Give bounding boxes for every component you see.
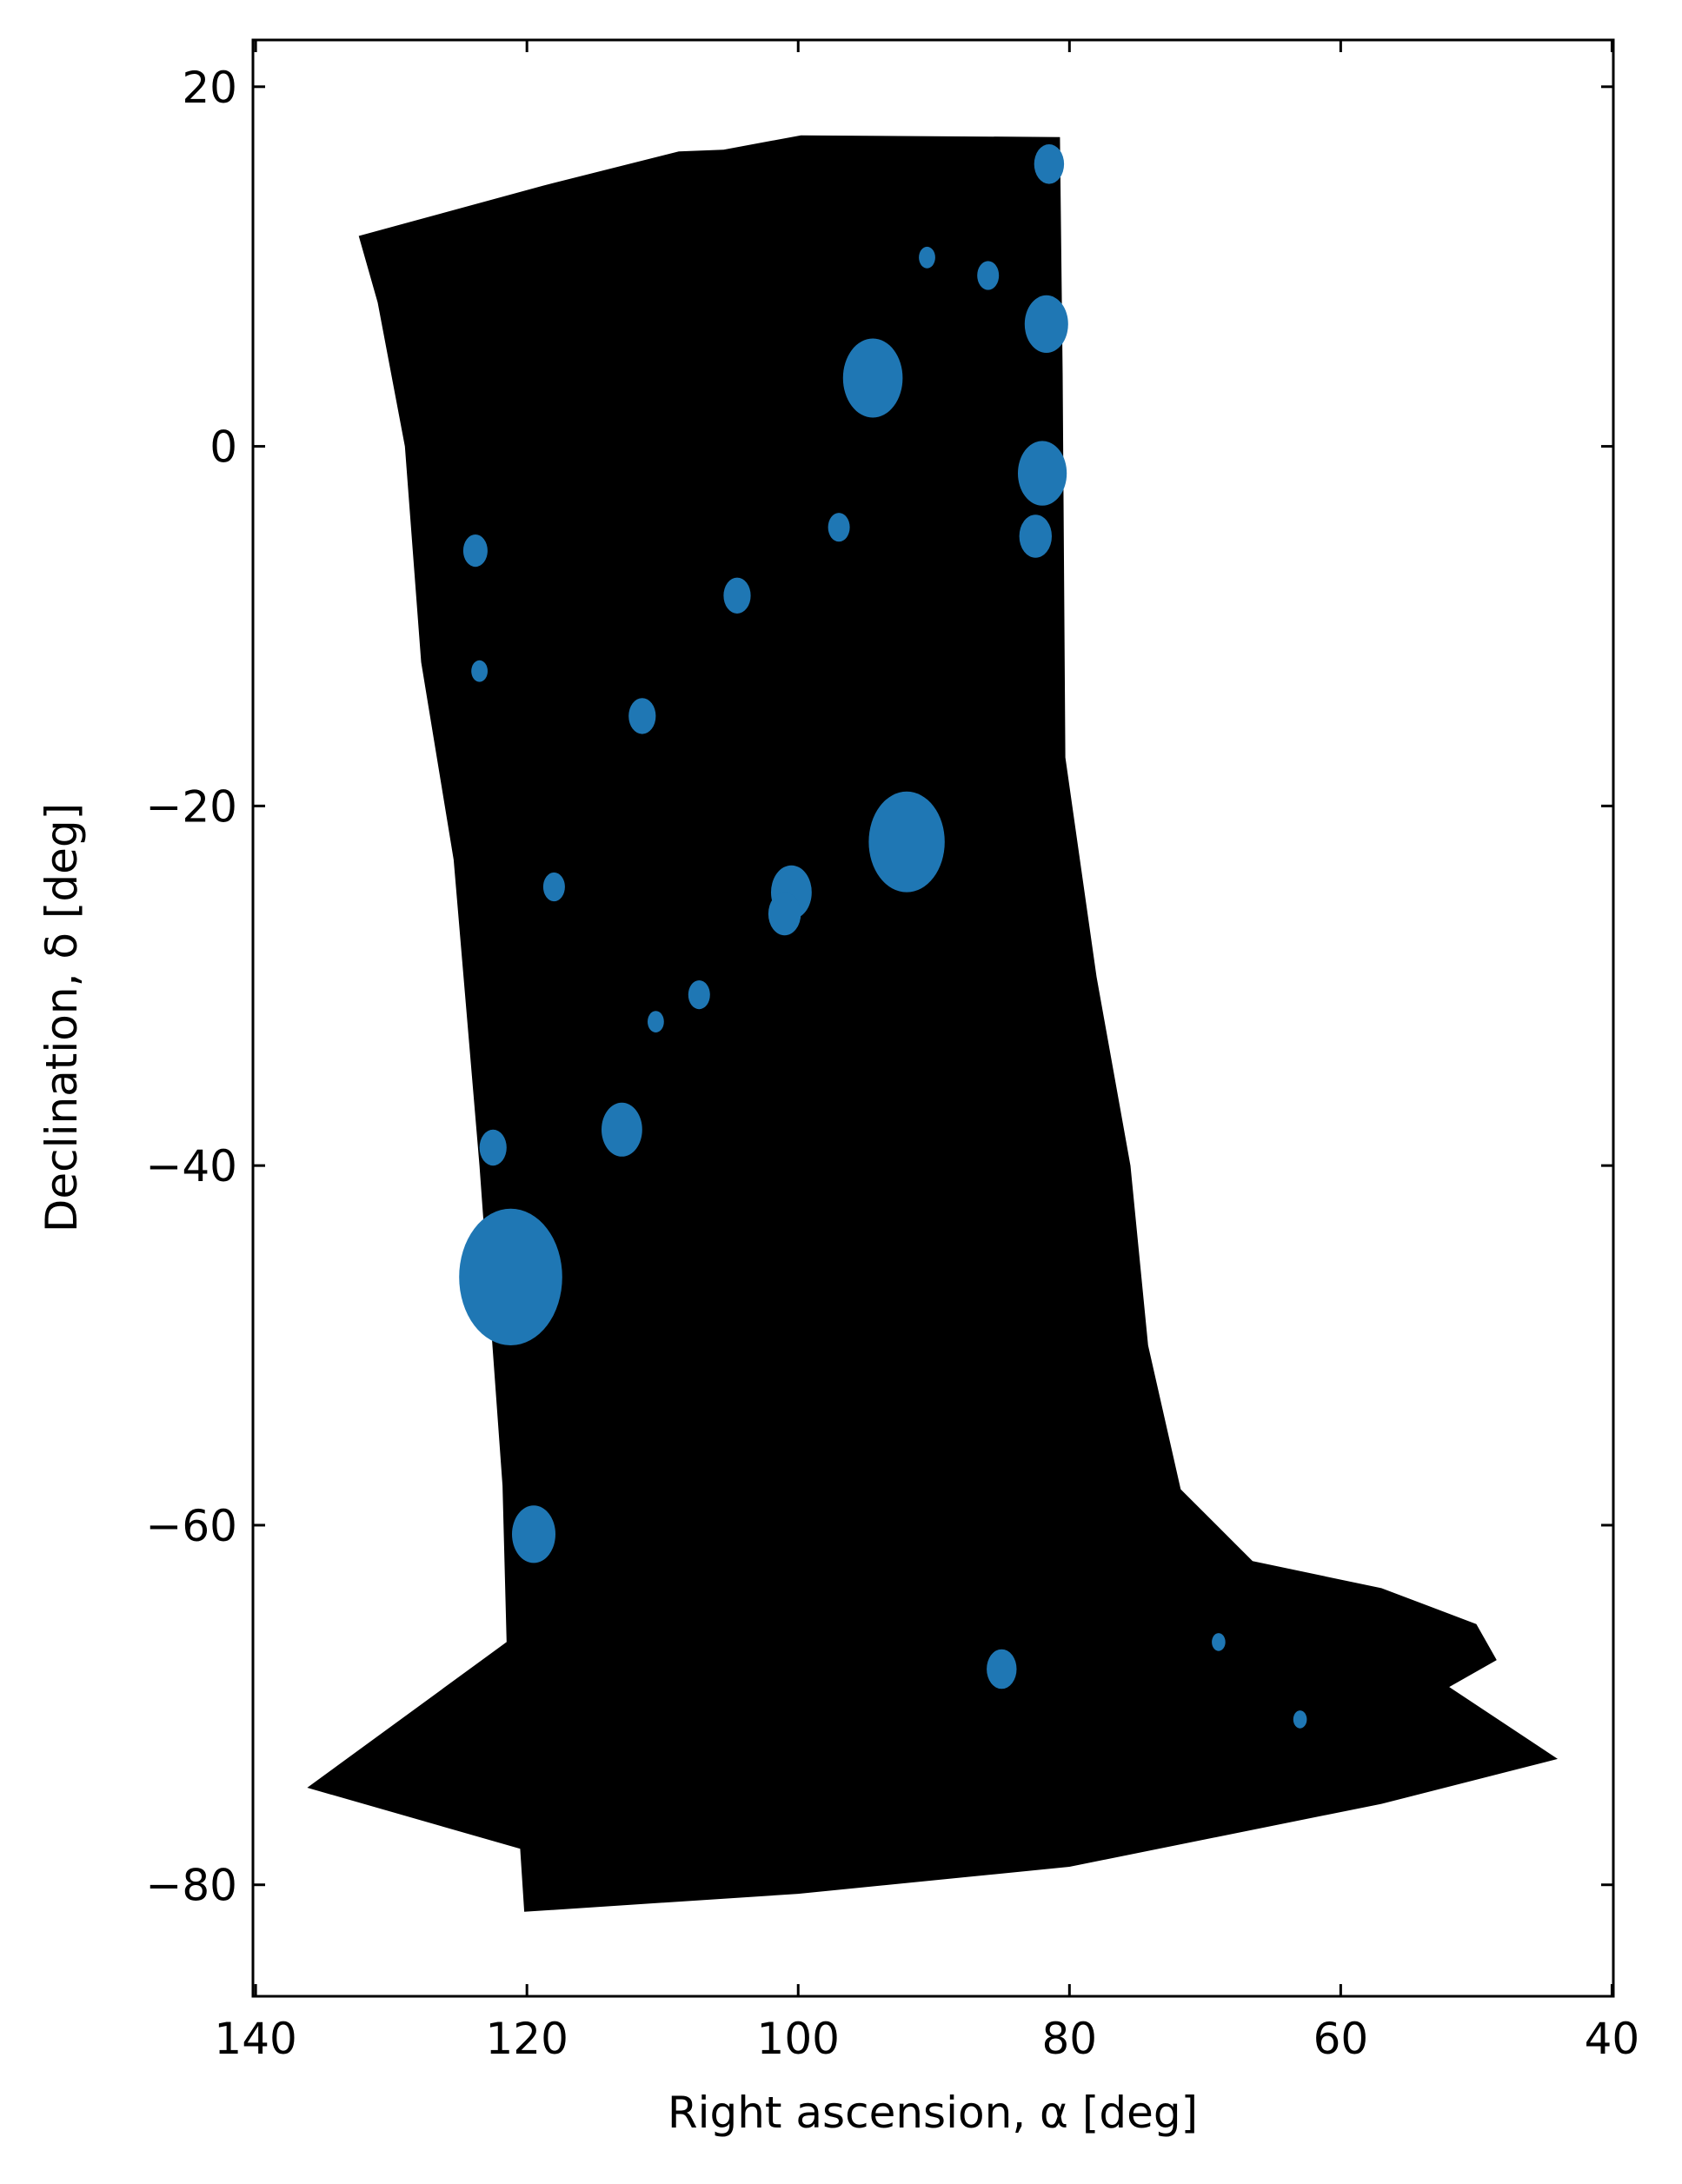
- x-axis-label: Right ascension, α [deg]: [668, 2088, 1198, 2138]
- masked-source-region-4: [1024, 295, 1068, 353]
- masked-source-region-1: [868, 791, 945, 893]
- y-axis-label: Declination, δ [deg]: [37, 803, 87, 1232]
- masked-source-region-7: [462, 534, 488, 568]
- masked-source-region-23: [1293, 1710, 1307, 1729]
- masked-source-region-19: [919, 246, 935, 269]
- masked-source-region-14: [542, 872, 565, 902]
- masked-source-region-2: [459, 1208, 562, 1345]
- y-axis-ticks: 20 0 −20 −40 −60 −80: [145, 63, 1613, 1911]
- masked-source-region-10: [768, 892, 801, 936]
- masked-source-region-24: [1212, 1633, 1226, 1651]
- y-tick-label: 0: [209, 422, 237, 473]
- x-tick-label: 80: [1041, 2014, 1097, 2064]
- masked-source-region-20: [977, 261, 1000, 290]
- masked-source-region-3: [512, 1505, 555, 1563]
- y-tick-label: 20: [182, 63, 237, 113]
- y-tick-label: −40: [145, 1141, 237, 1192]
- masked-source-region-13: [628, 698, 656, 734]
- masked-source-region-16: [1019, 514, 1053, 558]
- y-tick-label: −20: [145, 781, 237, 832]
- masked-source-region-18: [688, 980, 710, 1010]
- y-tick-label: −60: [145, 1501, 237, 1551]
- masked-source-region-0: [842, 338, 903, 418]
- axes-frame: [251, 38, 1615, 1998]
- masked-source-region-17: [828, 513, 850, 542]
- all-sources-footprint: [307, 135, 1558, 1912]
- masked-source-region-5: [1034, 144, 1065, 184]
- masked-source-region-12: [987, 1649, 1017, 1689]
- x-tick-label: 120: [485, 2014, 568, 2064]
- masked-source-region-22: [648, 1011, 664, 1032]
- masked-source-region-15: [1018, 441, 1067, 506]
- plot-area: [307, 135, 1558, 1912]
- bright-star-masks: [459, 144, 1307, 1729]
- x-tick-label: 140: [214, 2014, 296, 2064]
- x-tick-label: 100: [757, 2014, 840, 2064]
- x-axis-ticks: 140 120 100 80 60 40: [214, 40, 1639, 2064]
- x-tick-label: 40: [1585, 2014, 1640, 2064]
- masked-source-region-6: [602, 1102, 642, 1157]
- y-tick-label: −80: [145, 1861, 237, 1911]
- masked-source-region-8: [723, 577, 751, 614]
- masked-source-region-11: [479, 1129, 507, 1166]
- masked-source-region-21: [471, 660, 488, 682]
- x-tick-label: 60: [1313, 2014, 1369, 2064]
- survey-footprint: [307, 135, 1558, 1912]
